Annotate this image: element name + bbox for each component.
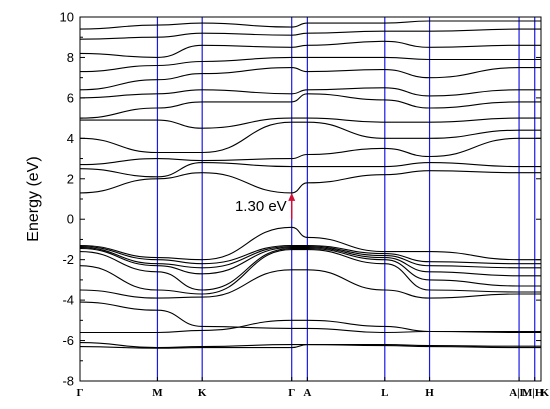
band-line: [79, 342, 541, 349]
band-line: [79, 247, 541, 291]
band-line: [79, 245, 541, 269]
band-line: [80, 319, 541, 334]
x-tick-label: M: [152, 387, 163, 399]
y-tick-label: 10: [60, 10, 74, 25]
band-line: [79, 301, 541, 334]
band-gap-arrowhead: [288, 192, 296, 201]
band-line: [79, 121, 541, 154]
x-tick-label: L: [381, 387, 388, 399]
band-line: [79, 93, 541, 119]
band-line: [80, 117, 541, 129]
x-tick-label: M|H: [522, 387, 544, 399]
y-tick-label: 4: [67, 131, 74, 146]
band-line: [79, 28, 541, 40]
y-tick-label: -6: [62, 333, 74, 348]
band-gap-label: 1.30 eV: [235, 198, 287, 215]
band-line: [79, 162, 541, 178]
band-line: [79, 20, 541, 30]
y-tick-label: 2: [67, 171, 74, 186]
x-tick-label: Γ: [77, 387, 84, 399]
band-line: [79, 246, 541, 277]
x-tick-label: K: [540, 387, 549, 399]
x-axis-ticks: Γ M K Γ A L H A|LM|HK: [77, 377, 549, 399]
y-tick-label: 0: [67, 212, 74, 227]
band-line: [79, 67, 541, 91]
x-tick-label: A: [303, 387, 311, 399]
y-tick-label: 6: [67, 90, 74, 105]
band-line: [79, 249, 541, 295]
band-line: [79, 226, 541, 261]
band-line: [79, 170, 541, 194]
x-tick-label: H: [425, 387, 434, 399]
x-tick-label: A|L: [509, 387, 527, 399]
y-tick-label: -8: [62, 374, 74, 389]
y-tick-label: 8: [67, 50, 74, 65]
band-line: [79, 137, 541, 166]
x-tick-label: K: [198, 387, 207, 399]
band-lines: [79, 20, 541, 349]
band-line: [79, 269, 541, 299]
band-line: [79, 244, 541, 265]
band-line: [79, 87, 541, 99]
band-gap-annotation: 1.30 eV: [235, 192, 296, 220]
band-line: [79, 40, 541, 58]
y-axis-label: Energy (eV): [25, 156, 42, 241]
y-axis-ticks: -8 -6 -4 -2 0 2 4 6 8 10: [60, 10, 541, 389]
y-tick-label: -4: [62, 293, 74, 308]
x-tick-label: Γ: [288, 387, 295, 399]
band-line: [79, 56, 541, 73]
y-tick-label: -2: [62, 252, 74, 267]
